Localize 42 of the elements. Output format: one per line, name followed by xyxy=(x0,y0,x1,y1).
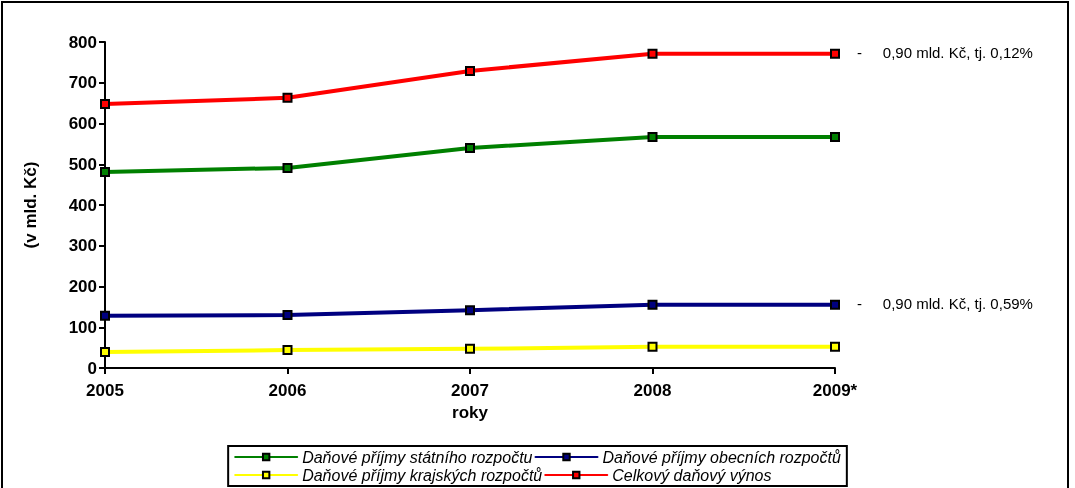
y-tick-label: 500 xyxy=(68,154,97,174)
y-tick-label: 300 xyxy=(68,236,97,256)
point xyxy=(100,166,110,177)
annotation: - 0,90 mld. Kč, tj. 0,59% xyxy=(857,294,1033,312)
point xyxy=(647,341,658,352)
point xyxy=(282,310,293,321)
y-tick-label: 100 xyxy=(68,317,97,337)
x-tick-label: 2009* xyxy=(812,381,858,400)
point xyxy=(100,347,110,358)
point xyxy=(830,341,840,352)
y-tick-label: 0 xyxy=(87,358,97,378)
point xyxy=(647,131,658,142)
y-axis-title: (v mld. Kč) xyxy=(21,161,40,249)
annotation: - 0,90 mld. Kč, tj. 0,12% xyxy=(857,43,1033,61)
legend-label: Celkový daňový výnos xyxy=(612,466,772,484)
point xyxy=(465,65,475,76)
x-tick-label: 2008 xyxy=(633,381,672,400)
point xyxy=(282,162,293,173)
x-axis-title: roky xyxy=(452,402,489,422)
y-tick-label: 700 xyxy=(68,73,97,93)
x-tick-label: 2007 xyxy=(451,381,489,400)
y-tick-label: 400 xyxy=(68,195,97,215)
point xyxy=(830,299,840,310)
point xyxy=(282,345,293,356)
legend-label: Daňové příjmy státního rozpočtu xyxy=(302,448,533,466)
point xyxy=(465,343,475,354)
y-tick-label: 200 xyxy=(68,277,97,296)
point xyxy=(282,92,293,103)
x-tick-label: 2005 xyxy=(86,381,124,400)
x-tick-label: 2006 xyxy=(268,381,307,400)
y-tick-label: 600 xyxy=(68,114,97,133)
point xyxy=(647,299,658,310)
point xyxy=(647,48,658,59)
point xyxy=(465,305,475,316)
point xyxy=(830,48,840,59)
point xyxy=(100,310,110,321)
point xyxy=(465,142,475,153)
point xyxy=(100,98,110,109)
legend-label: Daňové příjmy obecních rozpočtů xyxy=(602,448,841,466)
legend-label: Daňové příjmy krajských rozpočtů xyxy=(302,466,543,484)
point xyxy=(830,131,840,142)
y-tick-label: 800 xyxy=(68,32,97,52)
